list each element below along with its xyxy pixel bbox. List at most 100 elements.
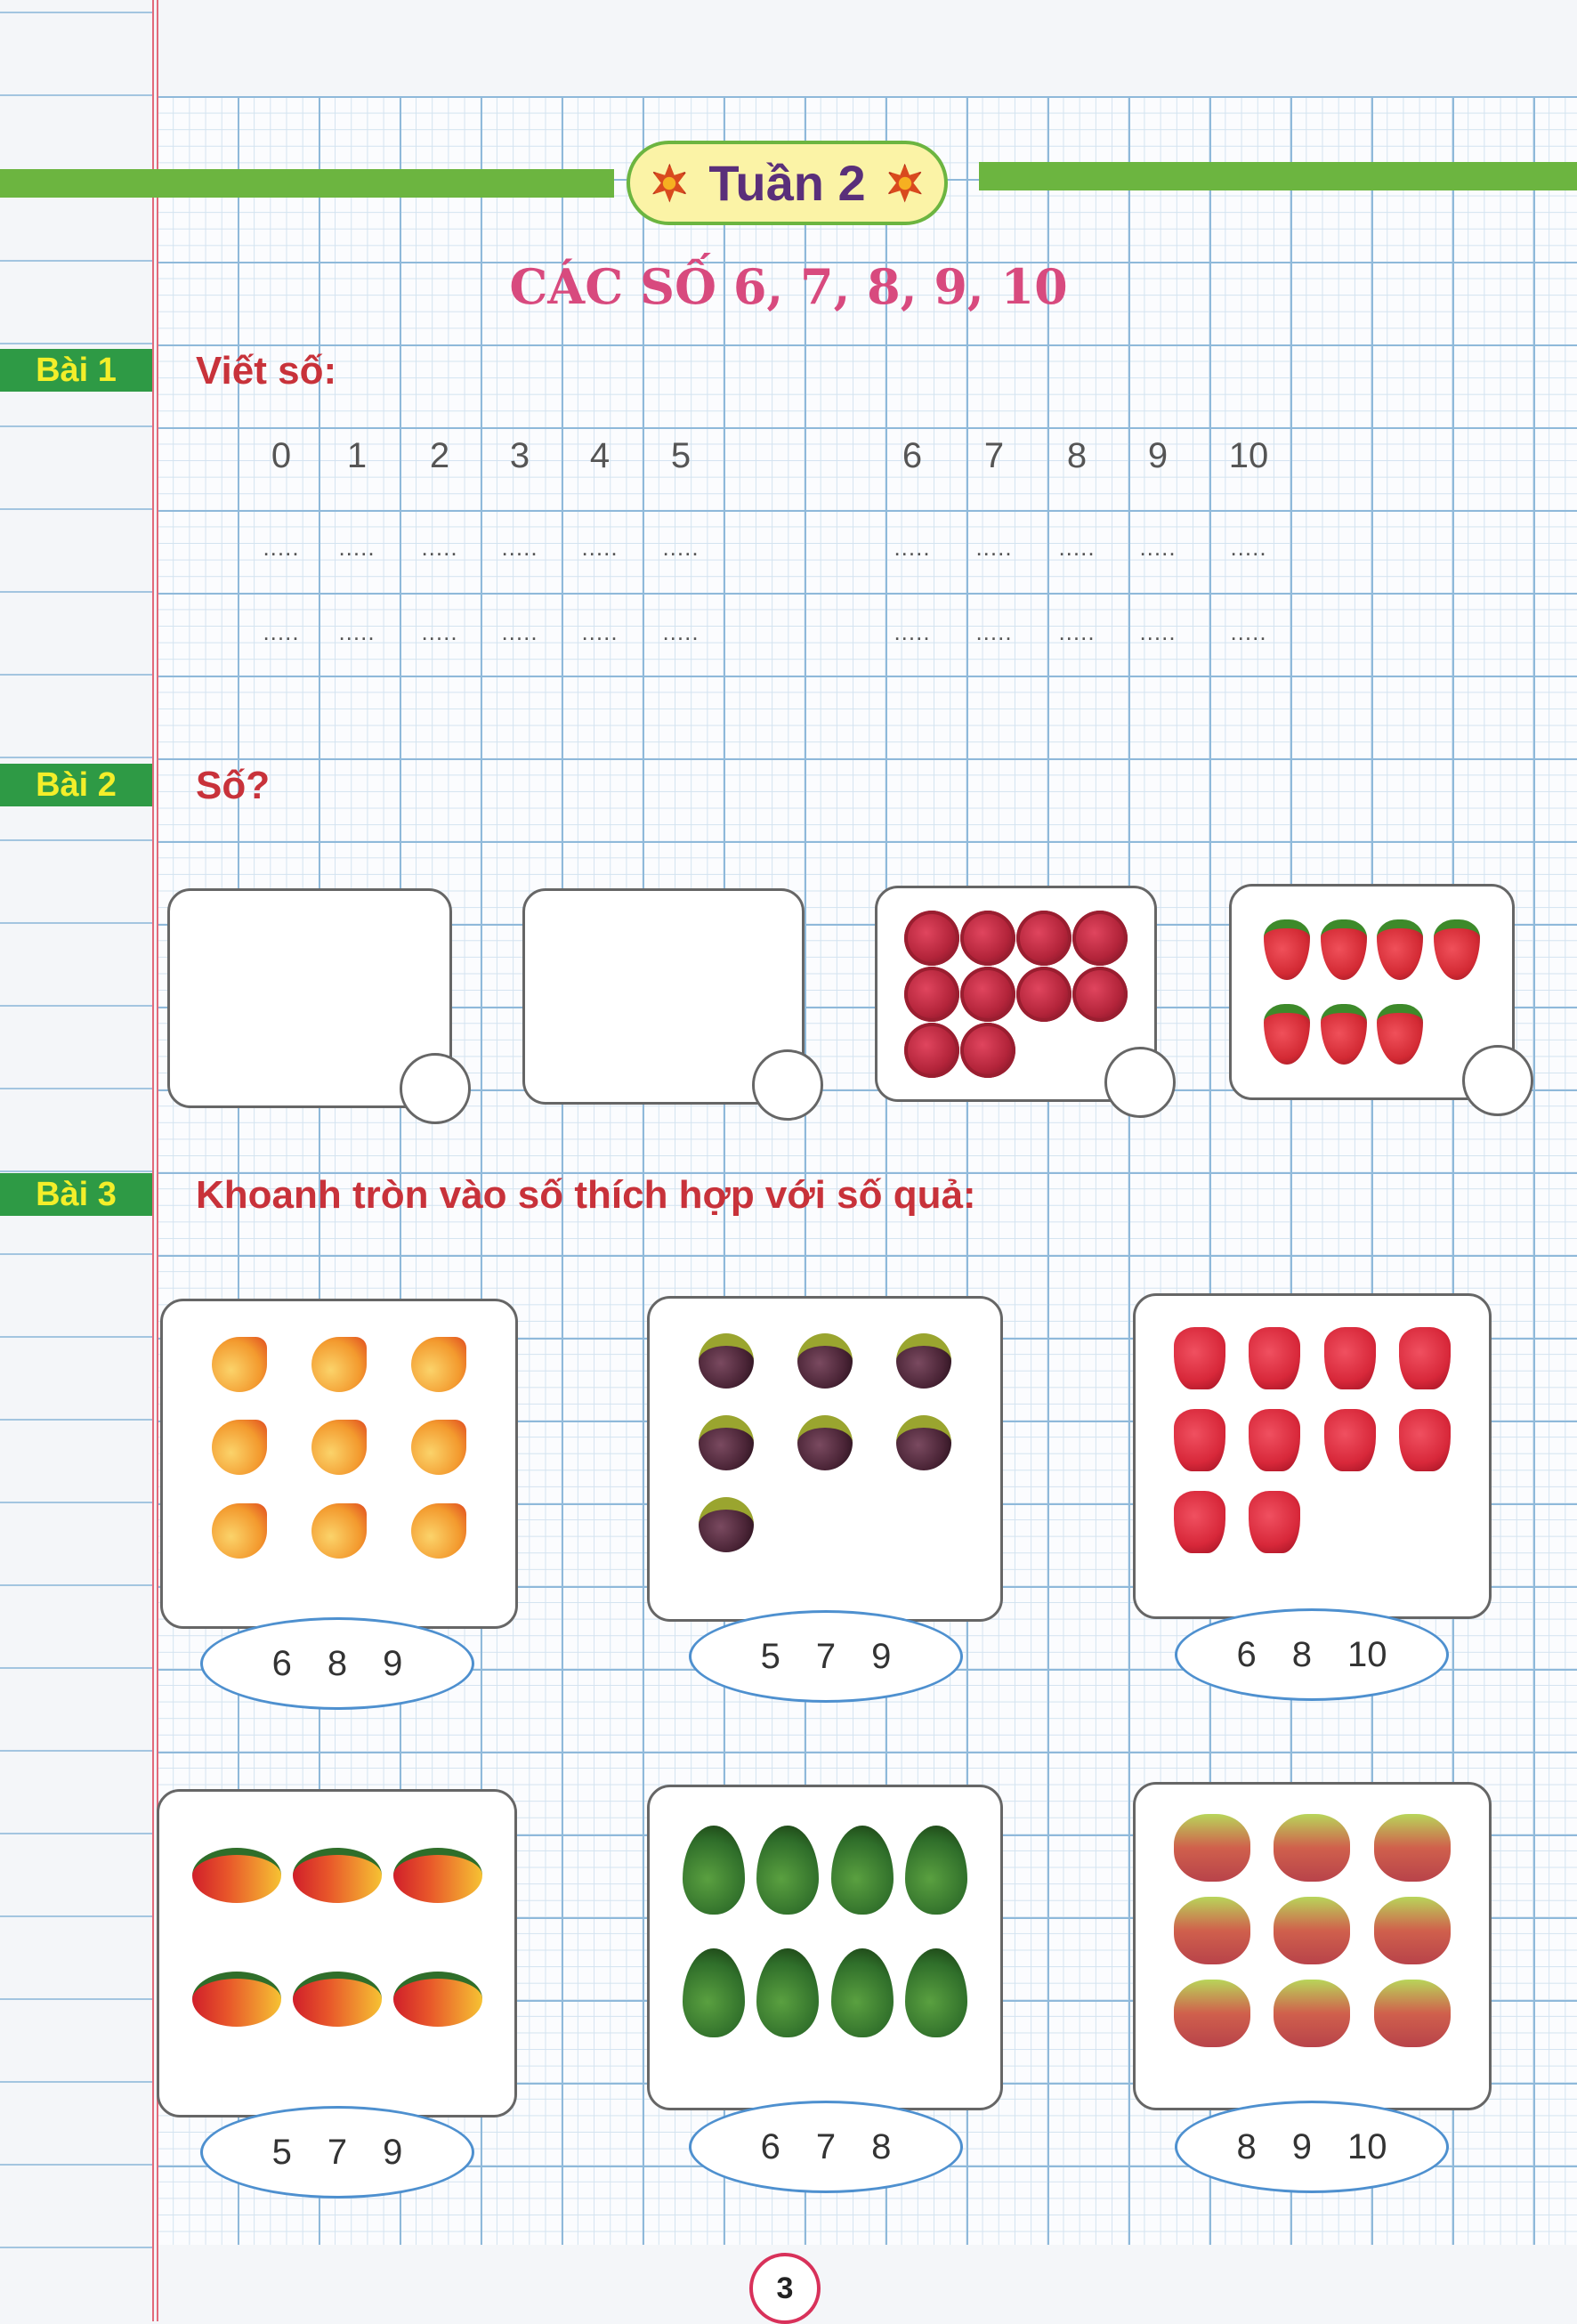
strawberry-icon [1377,919,1424,981]
option-8[interactable]: 8 [1291,1634,1312,1674]
peach-icon [411,1503,466,1559]
avocado-icon [905,1948,968,2037]
option-8[interactable]: 8 [1236,2126,1257,2166]
answer-circle[interactable] [1462,1045,1533,1116]
answer-options: 6 8 10 [1175,1608,1449,1701]
fruit-box [647,1785,1003,2110]
rambutan-icon [960,966,1016,1022]
option-6[interactable]: 6 [1236,1634,1257,1674]
fruit-box [647,1296,1003,1622]
peach-icon [411,1336,466,1392]
fruit-group [1136,1296,1489,1616]
fruit-group [1232,887,1512,1097]
write-blank[interactable]: ..... [421,534,458,561]
write-blank[interactable]: ..... [1058,619,1096,645]
rambutan-icon [1015,910,1072,966]
week-label: Tuần 2 [708,155,866,211]
fruit-box [1133,1293,1492,1619]
number-5: 5 [670,436,691,475]
apple-icon [1274,1896,1351,1964]
strawberry-icon [1320,919,1367,981]
write-blank[interactable]: ..... [1230,619,1267,645]
option-7[interactable]: 7 [815,2126,837,2166]
write-blank[interactable]: ..... [662,534,700,561]
write-blank[interactable]: ..... [662,619,700,645]
option-8[interactable]: 8 [871,2126,892,2166]
fruit-group [159,1792,514,2115]
write-blank[interactable]: ..... [1058,534,1096,561]
strawberry-icon [1434,919,1481,981]
fruit-group [1136,1785,1489,2108]
peach-icon [212,1420,267,1476]
number-7: 7 [983,436,1005,475]
avocado-icon [905,1826,968,1915]
fruit-group [650,1787,1000,2108]
mango-icon [191,1972,281,2028]
rambutan-icon [1072,966,1128,1022]
option-9[interactable]: 9 [871,1636,892,1676]
exercise-label-3: Bài 3 [0,1173,152,1216]
write-blank[interactable]: ..... [501,619,538,645]
flower-icon [886,163,923,203]
write-blank[interactable]: ..... [501,534,538,561]
option-9[interactable]: 9 [383,2132,403,2172]
apple-icon [1274,1813,1351,1882]
rambutan-icon [960,1022,1016,1078]
write-blank[interactable]: ..... [894,619,931,645]
write-blank[interactable]: ..... [338,619,376,645]
mangosteen-icon [698,1333,754,1389]
option-6[interactable]: 6 [760,2126,780,2166]
option-5[interactable]: 5 [271,2132,292,2172]
rambutan-icon [904,910,960,966]
mangosteen-icon [797,1415,853,1470]
option-7[interactable]: 7 [815,1636,837,1676]
option-10[interactable]: 10 [1347,2126,1387,2166]
option-9[interactable]: 9 [383,1643,403,1683]
number-3: 3 [509,436,530,475]
write-blank[interactable]: ..... [894,534,931,561]
option-9[interactable]: 9 [1291,2126,1312,2166]
option-10[interactable]: 10 [1347,1634,1387,1674]
write-blank[interactable]: ..... [338,534,376,561]
rose-apple-icon [1249,1409,1301,1471]
rose-apple-icon [1398,1409,1451,1471]
answer-circle[interactable] [400,1053,471,1124]
number-6: 6 [902,436,923,475]
write-blank[interactable]: ..... [1139,534,1177,561]
answer-options: 8 9 10 [1175,2101,1449,2193]
rose-apple-icon [1249,1491,1301,1553]
write-blank[interactable]: ..... [263,534,300,561]
write-blank[interactable]: ..... [975,534,1013,561]
answer-circle[interactable] [752,1049,823,1121]
number-2: 2 [429,436,450,475]
flower-icon [651,163,688,203]
mangosteen-icon [896,1333,952,1389]
mangosteen-icon [698,1415,754,1470]
write-blank[interactable]: ..... [421,619,458,645]
rose-apple-icon [1174,1327,1226,1389]
header-bar-left [0,169,614,198]
peach-icon [311,1420,367,1476]
write-blank[interactable]: ..... [581,619,619,645]
option-5[interactable]: 5 [760,1636,780,1676]
mango-icon [392,1972,482,2028]
write-blank[interactable]: ..... [975,619,1013,645]
option-8[interactable]: 8 [327,1643,348,1683]
write-blank[interactable]: ..... [1230,534,1267,561]
number-8: 8 [1066,436,1088,475]
avocado-icon [830,1948,894,2037]
mango-icon [292,1972,382,2028]
number-1: 1 [346,436,368,475]
write-blank[interactable]: ..... [1139,619,1177,645]
answer-circle[interactable] [1104,1047,1176,1118]
fruit-group [877,888,1154,1099]
number-9: 9 [1147,436,1169,475]
exercise-3-instruction: Khoanh tròn vào số thích hợp với số quả: [196,1173,976,1217]
option-6[interactable]: 6 [271,1643,292,1683]
option-7[interactable]: 7 [327,2132,348,2172]
rose-apple-icon [1323,1409,1376,1471]
rose-apple-icon [1174,1491,1226,1553]
write-blank[interactable]: ..... [581,534,619,561]
write-blank[interactable]: ..... [263,619,300,645]
peach-icon [212,1503,267,1559]
